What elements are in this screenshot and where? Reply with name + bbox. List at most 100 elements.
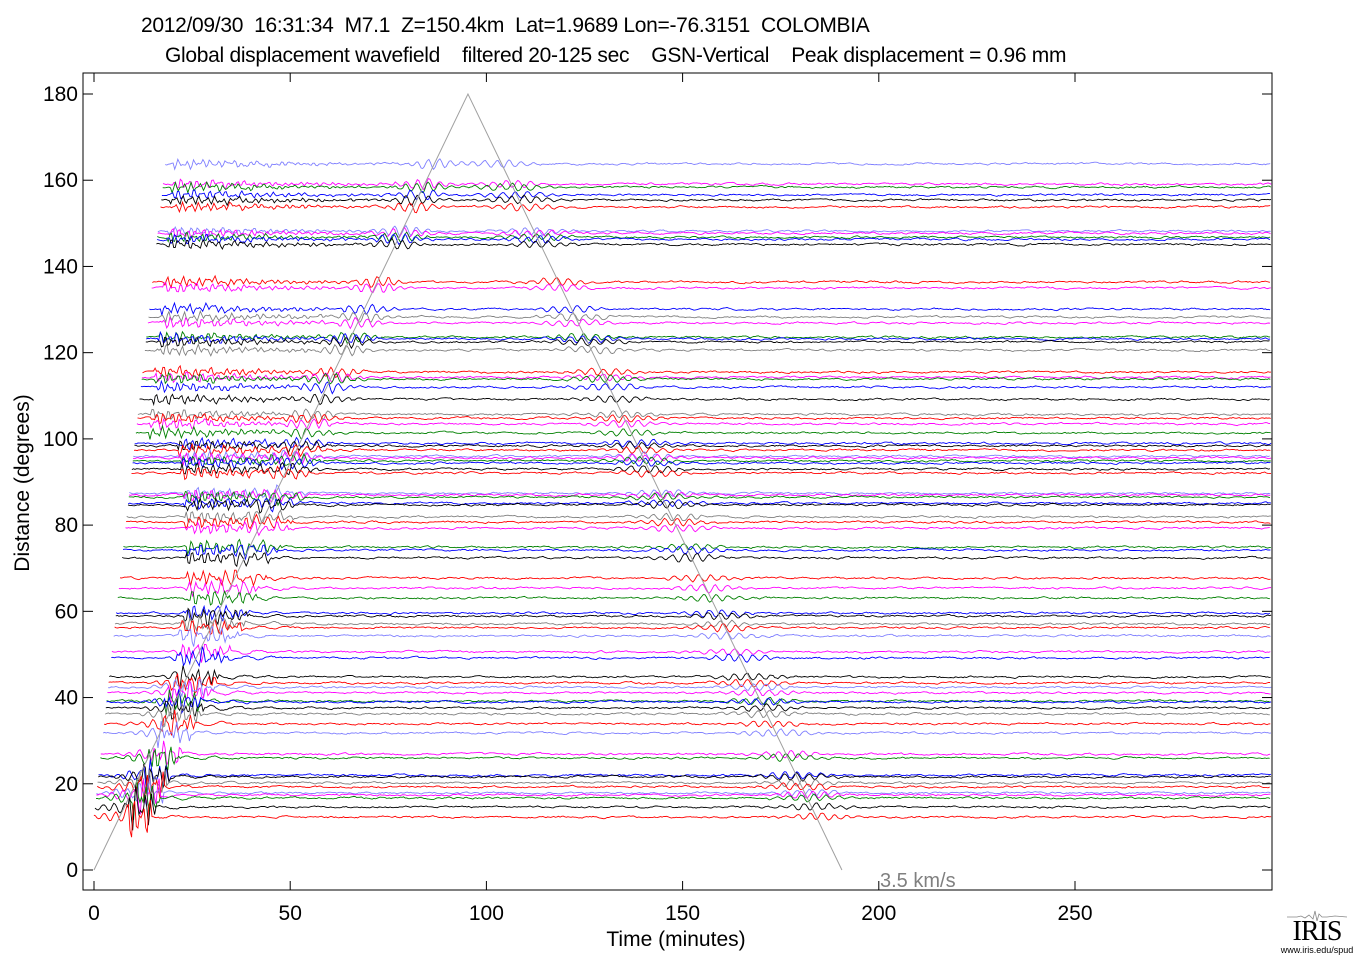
seismogram-trace — [117, 589, 1270, 607]
seismogram-trace — [128, 490, 1271, 507]
seismogram-trace — [162, 180, 1272, 195]
seismogram-trace — [136, 418, 1271, 431]
reference-line-label: 3.5 km/s — [880, 870, 956, 892]
seismogram-trace — [165, 158, 1271, 171]
seismogram-trace — [100, 740, 1271, 767]
seismogram-trace — [127, 496, 1271, 514]
y-tick-label: 100 — [43, 428, 78, 451]
y-tick-label: 80 — [55, 514, 78, 537]
seismogram-trace — [142, 364, 1272, 379]
y-tick-label: 160 — [43, 169, 78, 192]
seismogram-trace — [111, 643, 1271, 663]
seismogram-trace — [96, 777, 1271, 807]
y-tick-label: 120 — [43, 342, 78, 365]
seismogram-trace — [108, 672, 1271, 694]
seismogram-trace — [95, 778, 1271, 820]
seismogram-trace — [100, 746, 1270, 771]
seismogram-trace — [133, 450, 1272, 467]
seismogram-trace — [156, 237, 1272, 250]
seismogram-trace — [126, 509, 1271, 525]
seismogram-trace — [105, 702, 1270, 728]
seismogram-trace — [128, 488, 1271, 503]
x-tick-label: 50 — [279, 902, 302, 925]
x-tick-label: 200 — [861, 902, 896, 925]
seismogram-trace — [144, 342, 1271, 357]
seismogram-trace — [139, 393, 1270, 407]
seismogram-trace — [108, 678, 1272, 699]
x-tick-label: 150 — [665, 902, 700, 925]
chart-title: 2012/09/30 16:31:34 M7.1 Z=150.4km Lat=1… — [141, 14, 870, 37]
seismogram-trace — [132, 456, 1271, 471]
x-tick-label: 250 — [1057, 902, 1092, 925]
seismogram-trace — [156, 233, 1271, 245]
seismogram-trace — [125, 513, 1271, 530]
seismogram-trace — [115, 607, 1272, 627]
seismogram-trace — [113, 625, 1271, 647]
seismogram-trace — [102, 720, 1271, 749]
seismogram-trace — [129, 484, 1271, 500]
seismogram-trace — [133, 442, 1271, 459]
axes-group: 0 50 100 150 200 250 0 20 40 60 80 100 120 140 160 180 — [43, 73, 1272, 925]
seismogram-trace — [157, 224, 1271, 239]
seismogram-trace — [107, 680, 1271, 704]
seismogram-trace — [114, 618, 1270, 638]
seismogram-trace — [137, 408, 1272, 421]
seismogram-trace — [145, 336, 1270, 350]
seismogram-trace — [135, 424, 1271, 440]
seismogram-trace — [97, 769, 1271, 794]
seismogram-trace — [114, 613, 1271, 634]
seismogram-trace — [106, 689, 1272, 715]
seismogram-trace — [161, 194, 1272, 207]
seismogram-trace — [123, 544, 1271, 561]
seismogram-trace — [151, 282, 1271, 294]
seismogram-trace — [93, 799, 1272, 838]
y-axis-label: Distance (degrees) — [11, 394, 34, 571]
seismogram-trace — [94, 784, 1271, 831]
seismogram-trace — [125, 520, 1270, 537]
seismogram-trace — [137, 413, 1271, 425]
y-tick-label: 140 — [43, 255, 78, 278]
seismogram-trace — [128, 496, 1271, 513]
logo-name: IRIS — [1292, 916, 1343, 947]
plot-frame — [82, 72, 1273, 891]
y-tick-label: 20 — [55, 773, 78, 796]
seismogram-trace — [141, 371, 1271, 384]
seismogram-trace — [105, 696, 1271, 720]
seismogram-trace — [104, 709, 1271, 736]
chart-subtitle: Global displacement wavefield filtered 2… — [165, 44, 1067, 67]
x-tick-label: 100 — [469, 902, 504, 925]
seismogram-trace — [111, 646, 1270, 668]
seismogram-trace — [98, 763, 1271, 792]
seismogram-trace — [161, 189, 1271, 201]
seismogram-trace — [140, 379, 1272, 395]
seismogram-trace — [122, 551, 1272, 568]
seismogram-trace — [157, 226, 1271, 239]
y-tick-label: 0 — [66, 859, 78, 882]
seismogram-logo-icon — [1287, 910, 1347, 921]
iris-logo[interactable]: IRIS www.iris.edu/spud — [1272, 905, 1362, 961]
x-tick-label: 0 — [88, 902, 100, 925]
reference-velocity-line — [93, 92, 843, 871]
y-tick-label: 60 — [55, 600, 78, 623]
traces-group — [93, 158, 1272, 838]
seismogram-trace — [134, 440, 1271, 455]
seismogram-trace — [118, 577, 1272, 597]
seismogram-trace — [96, 778, 1271, 815]
y-tick-label: 180 — [43, 83, 78, 106]
seismogram-trace — [109, 665, 1271, 690]
seismogram-trace — [157, 231, 1271, 243]
seismogram-trace — [115, 604, 1271, 622]
reference-line-group — [93, 92, 843, 871]
seismogram-trace — [147, 316, 1271, 330]
seismogram-trace — [162, 178, 1272, 191]
seismogram-trace — [141, 371, 1271, 385]
seismogram-trace — [131, 461, 1271, 476]
seismogram-trace — [123, 538, 1271, 556]
seismogram-trace — [149, 301, 1271, 316]
seismogram-trace — [152, 274, 1270, 290]
seismogram-trace — [160, 200, 1271, 214]
seismogram-trace — [131, 465, 1272, 481]
x-axis-label: Time (minutes) — [606, 928, 745, 951]
seismogram-trace — [145, 330, 1271, 345]
